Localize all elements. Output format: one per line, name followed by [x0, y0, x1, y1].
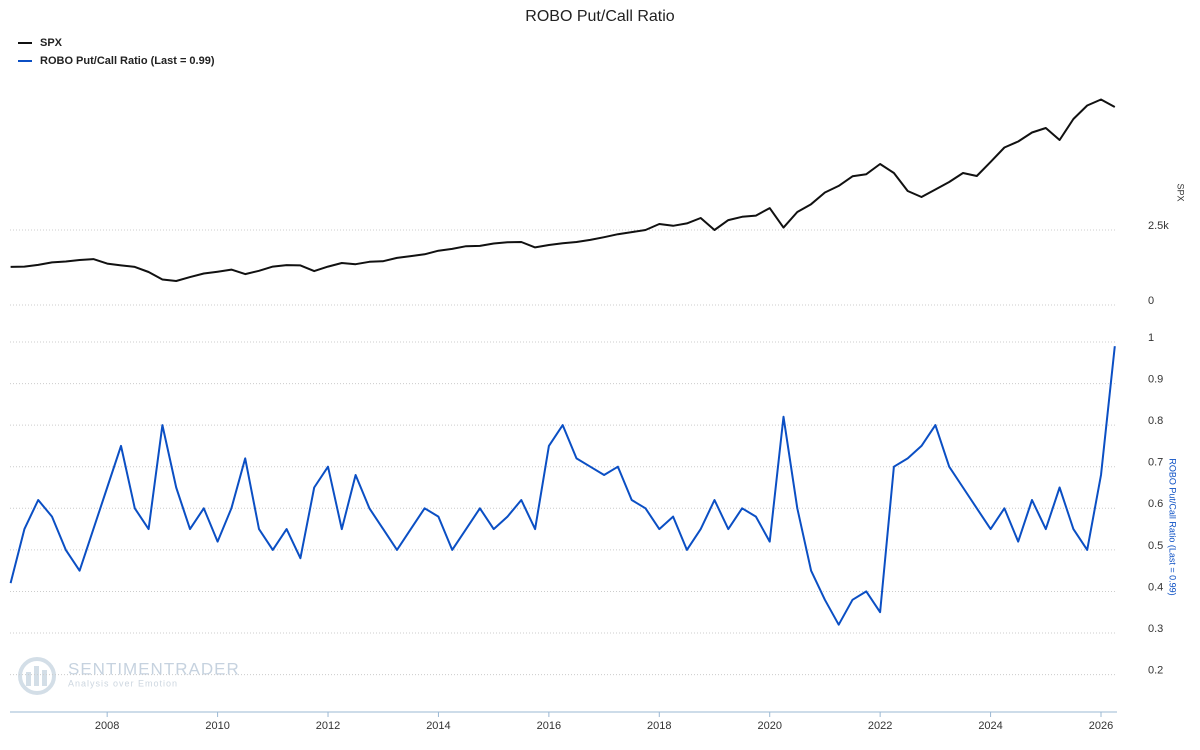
legend-label: ROBO Put/Call Ratio (Last = 0.99)	[40, 55, 215, 67]
y-tick-label: 0.2	[1148, 664, 1163, 676]
x-tick-label: 2016	[537, 720, 561, 732]
x-tick-label: 2022	[868, 720, 892, 732]
y-tick-label: 0.7	[1148, 457, 1163, 469]
data-line	[10, 98, 1116, 282]
x-tick-label: 2012	[316, 720, 340, 732]
x-tick-label: 2024	[978, 720, 1002, 732]
x-tick-label: 2020	[757, 720, 781, 732]
y-tick-label: 0.8	[1148, 415, 1163, 427]
y-tick-label: 1	[1148, 332, 1154, 344]
y-tick-label: 0.5	[1148, 540, 1163, 552]
x-tick-label: 2018	[647, 720, 671, 732]
y-tick-label: 0.3	[1148, 623, 1163, 635]
legend-label: SPX	[40, 37, 63, 49]
watermark-text: SENTIMENTRADER	[68, 659, 240, 678]
x-tick-label: 2026	[1089, 720, 1113, 732]
x-tick-label: 2008	[95, 720, 119, 732]
watermark-icon	[42, 670, 47, 686]
watermark-icon	[34, 666, 39, 686]
y-tick-label: 2.5k	[1148, 220, 1169, 232]
y-tick-label: 0.4	[1148, 581, 1163, 593]
watermark-icon	[18, 657, 56, 695]
y-axis-label: SPX	[1176, 183, 1186, 201]
watermark-tagline: Analysis over Emotion	[68, 678, 178, 688]
y-tick-label: 0.6	[1148, 498, 1163, 510]
y-tick-label: 0	[1148, 295, 1154, 307]
x-tick-label: 2010	[205, 720, 229, 732]
y-tick-label: 0.9	[1148, 373, 1163, 385]
x-tick-label: 2014	[426, 720, 450, 732]
y-axis-label: ROBO Put/Call Ratio (Last = 0.99)	[1168, 458, 1178, 595]
chart-title: ROBO Put/Call Ratio	[525, 8, 674, 25]
watermark: SENTIMENTRADER Analysis over Emotion	[18, 657, 240, 695]
data-line	[9, 346, 1116, 626]
watermark-icon	[26, 672, 31, 686]
